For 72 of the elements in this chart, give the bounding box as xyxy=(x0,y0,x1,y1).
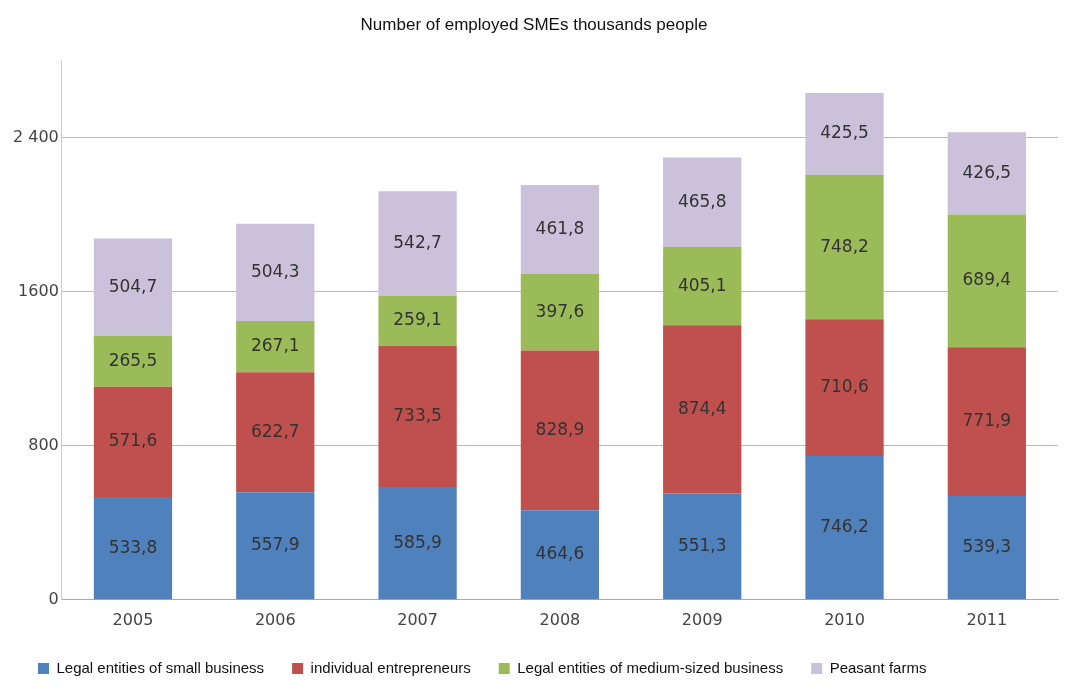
x-tick-label: 2005 xyxy=(112,609,154,629)
data-label: 874,4 xyxy=(677,397,727,418)
bar xyxy=(520,510,600,600)
bar xyxy=(236,372,315,493)
data-label: 571,6 xyxy=(108,430,158,451)
bar xyxy=(520,350,600,511)
data-label: 622,7 xyxy=(250,420,300,441)
y-tick-label: 800 xyxy=(28,434,59,454)
bar xyxy=(93,496,173,600)
bar xyxy=(378,191,457,296)
bar xyxy=(236,320,315,373)
bar xyxy=(805,319,884,457)
data-label: 748,2 xyxy=(820,235,869,256)
bar xyxy=(236,492,315,600)
data-label: 557,9 xyxy=(250,534,300,555)
x-tick-label: 2011 xyxy=(966,609,1008,629)
bar xyxy=(805,93,884,176)
data-label: 465,8 xyxy=(677,190,727,211)
bar xyxy=(93,238,173,336)
data-label: 710,6 xyxy=(820,376,869,397)
legend-label: Legal entities of small business xyxy=(56,658,265,676)
chart-title: Number of employed SMEs thousands people xyxy=(360,14,708,34)
bar xyxy=(520,185,600,275)
y-tick-label: 1600 xyxy=(18,280,59,300)
data-label: 464,6 xyxy=(535,543,585,564)
bar xyxy=(947,347,1026,496)
data-label: 771,9 xyxy=(962,409,1012,430)
data-label: 504,7 xyxy=(108,275,158,296)
data-label: 733,5 xyxy=(393,404,442,425)
x-tick-label: 2009 xyxy=(681,609,723,629)
legend-label: individual entrepreneurs xyxy=(310,658,471,676)
bar xyxy=(663,157,742,248)
bar xyxy=(378,345,457,487)
bar xyxy=(805,456,884,600)
x-tick-label: 2008 xyxy=(539,609,581,629)
x-tick-label: 2007 xyxy=(397,609,438,629)
bar xyxy=(947,214,1026,348)
bar xyxy=(947,495,1026,600)
data-label: 397,6 xyxy=(535,300,585,321)
data-label: 585,9 xyxy=(393,531,442,552)
data-label: 259,1 xyxy=(393,309,442,330)
data-label: 542,7 xyxy=(393,231,442,252)
data-label: 533,8 xyxy=(108,536,158,557)
bar xyxy=(378,295,457,346)
data-label: 267,1 xyxy=(250,335,300,356)
data-label: 551,3 xyxy=(677,534,727,555)
y-tick-label: 0 xyxy=(48,588,59,608)
bar xyxy=(947,132,1026,215)
bar xyxy=(520,274,600,351)
data-label: 689,4 xyxy=(962,269,1012,290)
data-label: 828,9 xyxy=(535,418,585,439)
bar xyxy=(378,486,457,600)
bar xyxy=(93,386,173,497)
bar xyxy=(236,223,315,321)
data-label: 426,5 xyxy=(962,161,1012,182)
data-label: 265,5 xyxy=(108,349,158,370)
y-tick-label: 2 400 xyxy=(12,126,59,146)
bar xyxy=(663,493,742,600)
bar xyxy=(663,247,742,326)
x-tick-label: 2010 xyxy=(824,609,865,629)
legend-label: Legal entities of medium-sized business xyxy=(517,658,784,676)
data-label: 425,5 xyxy=(820,122,869,143)
bar xyxy=(663,325,742,494)
bar xyxy=(93,335,173,387)
data-label: 746,2 xyxy=(820,516,869,537)
legend-label: Peasant farms xyxy=(829,658,927,676)
data-label: 405,1 xyxy=(677,274,727,295)
data-label: 461,8 xyxy=(535,217,585,238)
x-tick-label: 2006 xyxy=(254,609,296,629)
data-label: 504,3 xyxy=(250,260,300,281)
bar xyxy=(805,175,884,320)
data-label: 539,3 xyxy=(962,536,1012,557)
